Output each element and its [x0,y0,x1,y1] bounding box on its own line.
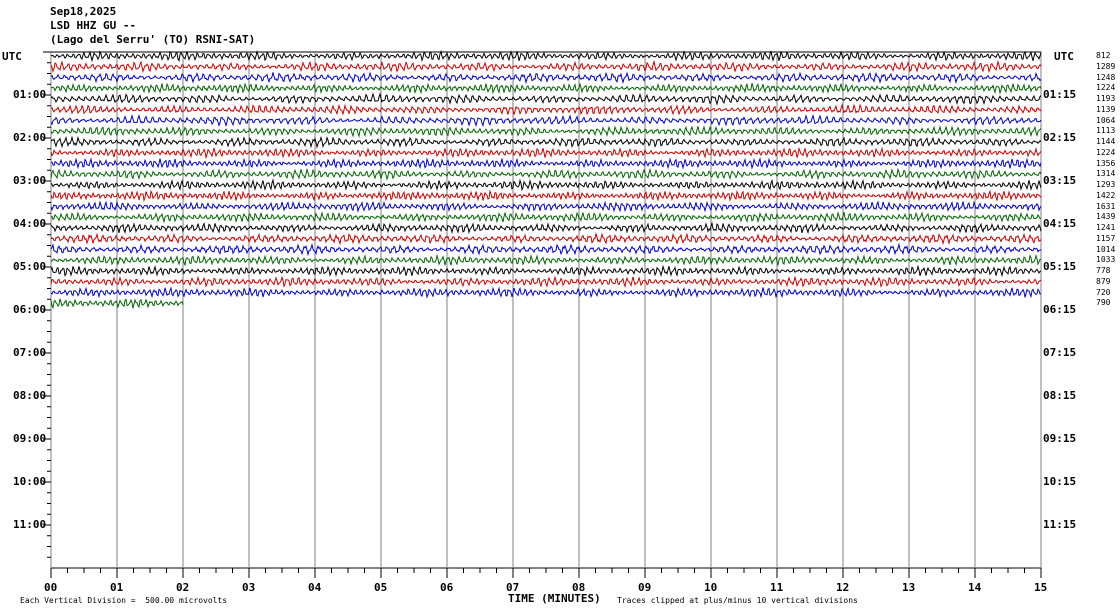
seismic-trace [50,232,1042,246]
left-hour-label: 11:00 [13,518,47,531]
x-tick-label: 08 [572,581,586,594]
x-tick-label: 09 [638,581,652,594]
trace-value-label: 1241 [1096,223,1116,232]
left-hour-label: 10:00 [13,475,47,488]
trace-value-label: 1289 [1096,61,1116,71]
x-tick-label: 02 [176,581,190,594]
seismic-trace [50,103,1042,116]
seismic-trace [50,286,1042,299]
seismic-trace [50,298,184,310]
right-hour-label: 10:15 [1043,475,1077,488]
right-hour-label: 06:15 [1043,303,1077,316]
seismic-trace [50,82,1042,95]
x-tick-label: 07 [506,581,520,594]
x-tick-label: 03 [242,581,256,594]
clipping-note: Traces clipped at plus/minus 10 vertical… [617,596,858,605]
seismic-traces [50,49,1042,310]
trace-value-label: 778 [1096,266,1111,275]
x-tick-label: 13 [902,581,916,594]
x-tick-label: 14 [968,581,982,594]
trace-value-label: 1113 [1096,126,1116,136]
seismic-trace [50,71,1042,85]
right-hour-label: 03:15 [1043,174,1077,187]
seismic-trace [50,264,1042,278]
station-label: LSD HHZ GU -- [50,19,137,32]
seismic-trace [50,167,1042,181]
right-hour-label: 04:15 [1043,217,1077,230]
seismic-trace [50,242,1042,257]
left-hour-label: 06:00 [13,303,47,316]
location-label: (Lago del Serru' (TO) RSNI-SAT) [50,33,256,46]
x-tick-label: 11 [770,581,784,594]
x-tick-label: 00 [44,581,58,594]
right-hour-label: 11:15 [1043,518,1077,531]
seismic-trace [50,125,1042,139]
trace-value-label: 1224 [1096,147,1116,157]
date-label: Sep18,2025 [50,5,117,18]
trace-value-label: 812 [1096,51,1111,60]
vertical-division-note: Each Vertical Division = 500.00 microvol… [20,596,228,605]
seismic-trace [50,92,1042,106]
x-tick-label: 06 [440,581,454,594]
left-hour-label: 09:00 [13,432,47,445]
left-hour-label: 07:00 [13,346,47,359]
trace-value-label: 1033 [1096,255,1116,265]
trace-value-label: 1064 [1096,115,1116,125]
trace-value-label: 1139 [1096,104,1116,114]
left-hour-label: 02:00 [13,131,47,144]
x-tick-label: 15 [1034,581,1048,594]
trace-value-label: 1157 [1096,233,1116,243]
trace-value-label: 1293 [1096,180,1116,189]
seismic-trace [50,135,1042,149]
seismic-trace [50,178,1042,192]
trace-value-label: 1144 [1096,137,1116,146]
seismic-trace [50,113,1042,128]
seismic-trace [50,275,1042,289]
x-tick-label: 01 [110,581,124,594]
right-hour-label: 07:15 [1043,346,1077,359]
plot-frame [50,51,1042,569]
left-hour-label: 08:00 [13,389,47,402]
right-hour-label: 05:15 [1043,260,1077,273]
trace-value-label: 1439 [1096,212,1116,222]
trace-value-label: 1631 [1096,201,1116,211]
right-hour-label: 01:15 [1043,88,1077,101]
x-axis-title: TIME (MINUTES) [508,592,601,605]
left-hour-label: 04:00 [13,217,47,230]
left-hour-label: 01:00 [13,88,47,101]
x-tick-label: 05 [374,581,388,594]
x-tick-label: 12 [836,581,850,594]
trace-value-label: 1014 [1096,244,1116,254]
seismic-trace [50,200,1042,213]
seismic-trace [50,189,1042,203]
seismic-trace [50,253,1042,267]
seismic-trace [50,59,1042,74]
trace-value-label: 1248 [1096,72,1116,82]
seismic-trace [50,211,1042,224]
seismic-trace [50,221,1042,235]
trace-value-label: 1193 [1096,94,1116,103]
right-hour-label: 02:15 [1043,131,1077,144]
seismic-trace [50,49,1042,63]
seismic-trace [50,146,1042,160]
x-tick-label: 04 [308,581,322,594]
trace-value-label: 1422 [1096,190,1116,200]
left-hour-label: 05:00 [13,260,47,273]
right-hour-label: 08:15 [1043,389,1077,402]
left-hour-label: 03:00 [13,174,47,187]
right-hour-label: 09:15 [1043,432,1077,445]
trace-value-label: 1224 [1096,83,1116,93]
trace-value-label: 1314 [1096,169,1116,179]
x-tick-label: 10 [704,581,718,594]
trace-value-label: 790 [1096,298,1111,308]
trace-value-label: 720 [1096,287,1111,297]
trace-value-label: 1356 [1096,158,1116,168]
right-utc-label: UTC [1054,50,1074,63]
trace-value-label: 879 [1096,276,1111,286]
left-utc-label: UTC [2,50,22,63]
seismic-trace [50,157,1042,170]
